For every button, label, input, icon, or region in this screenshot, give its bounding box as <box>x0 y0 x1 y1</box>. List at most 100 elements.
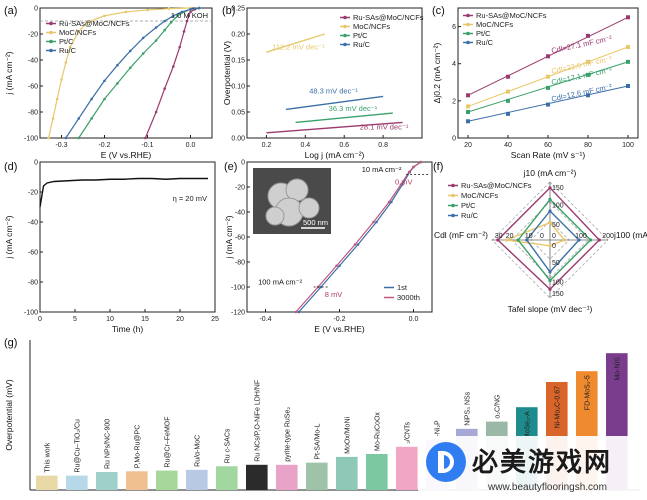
panel-e-label: (e) <box>224 161 237 173</box>
panel-c-legend-marker <box>466 40 470 45</box>
panel-e-series-1-point <box>419 160 423 164</box>
panel-a-series-1-point <box>51 117 55 120</box>
panel-c-legend-label: MoC/NCFs <box>476 20 513 29</box>
panel-b-slope-label: 28.1 mV dec⁻¹ <box>360 123 409 132</box>
panel-b-legend-marker <box>343 42 347 47</box>
panel-b-slope-label: 48.3 mV dec⁻¹ <box>309 86 358 95</box>
panel-c-legend-marker <box>466 31 470 36</box>
panel-g-bar <box>366 454 388 490</box>
panel-d-series <box>39 177 208 208</box>
panel-a-series-0 <box>144 7 200 139</box>
panel-b-legend-label: Pt/C <box>353 31 368 40</box>
panel-e-series-0-point <box>338 264 341 268</box>
panel-f-point <box>597 238 601 242</box>
panel-a-series-0-point <box>144 136 147 140</box>
panel-b-ytick-label: 0.10 <box>231 84 245 91</box>
panel-c-point <box>626 59 630 64</box>
panel-f-point <box>562 238 567 242</box>
panel-e-annotation-100: 100 mA cm⁻² <box>258 278 302 287</box>
panel-b-label: (b) <box>222 5 235 17</box>
panel-g-bar-label: This work <box>44 442 51 472</box>
panel-f-label: (f) <box>433 161 443 173</box>
panel-g-bar-label: NiPS₃ NSs <box>464 391 471 425</box>
panel-a-series-0-point <box>187 14 191 18</box>
panel-b-legend-marker <box>343 15 347 20</box>
panel-a-xtick-label: -0.1 <box>141 142 153 149</box>
panel-c-point <box>506 111 510 116</box>
panel-c-ytick-label: 2 <box>452 98 456 105</box>
panel-g-bar <box>156 470 178 490</box>
panel-f-grid <box>530 220 570 260</box>
panel-e-ytick-label: -60 <box>235 235 245 242</box>
panel-c-xtick-label: 100 <box>622 142 634 149</box>
panel-f-tick-label: 50 <box>552 260 560 267</box>
panel-a-series-2-point <box>90 117 93 120</box>
panel-b-ytick-label: 0.20 <box>231 32 245 39</box>
panel-a-series-2-point <box>116 82 119 85</box>
panel-c-xtick-label: 80 <box>584 142 592 149</box>
panel-a-frame <box>39 7 213 139</box>
panel-c-point <box>506 89 510 94</box>
panel-a-series-3-point <box>64 136 68 140</box>
panel-c-legend-label: Ru-SAs@MoC/NCFs <box>476 11 547 20</box>
panel-g-bar-label: pyrite-type RuSe₂ <box>284 407 291 462</box>
panel-b-legend-marker <box>343 24 347 29</box>
panel-g-bar-label: ₂/CNTs <box>404 422 411 444</box>
panel-a-series-3-point <box>129 49 132 53</box>
panel-d-xtick-label: 15 <box>141 316 149 323</box>
panel-c-legend-marker <box>466 22 470 27</box>
panel-a-series-2-point <box>129 66 132 70</box>
panel-g-bar-label: MoOx/MoNi <box>344 416 351 453</box>
panel-f-legend-marker <box>451 203 455 208</box>
panel-g-bar-label: Pt-SA/Mo-L <box>314 423 321 459</box>
panel-f-point <box>496 238 500 242</box>
panel-b-xtick-label: 0.6 <box>339 142 349 149</box>
panel-e-legend-label: 3000th <box>397 293 420 302</box>
panel-b-ytick-label: 0.00 <box>231 136 245 143</box>
panel-a-series-1-point <box>146 8 149 12</box>
panel-e-ytick-label: -120 <box>231 310 245 317</box>
panel-d-ytick-label: -40 <box>28 220 38 227</box>
panel-f-point <box>548 279 552 283</box>
panel-d-ylabel: j (mA cm⁻²) <box>4 215 14 259</box>
panel-b-xtick-label: 0.8 <box>378 142 388 149</box>
panel-a-series-2-point <box>163 28 166 32</box>
panel-e-series-1-point <box>407 170 411 174</box>
panel-c-legend-marker <box>466 13 470 18</box>
panel-f-tick-label: 0 <box>540 233 544 240</box>
panel-e-series-0-point <box>319 285 323 289</box>
panel-a-legend-marker <box>49 30 53 35</box>
panel-c-point <box>626 15 630 20</box>
panel-e-series-0-point <box>297 310 301 314</box>
panel-g-ylabel: Overpotential (mV) <box>4 379 14 450</box>
panel-f-tick-label: 0 <box>552 233 556 240</box>
panel-c-point <box>546 74 550 79</box>
panel-f-tick-label: 150 <box>552 185 564 192</box>
panel-a-series-2-point <box>154 39 158 42</box>
panel-f-legend-label: Pt/C <box>461 201 476 210</box>
panel-e-series-1-point <box>294 310 298 314</box>
panel-a-series-2-point <box>169 21 173 24</box>
panel-d-ytick-label: -60 <box>28 250 38 257</box>
panel-e-ytick-label: -100 <box>231 285 245 292</box>
panel-c-xlabel: Scan Rate (mV s⁻¹) <box>511 150 586 160</box>
panel-e-ytick-label: -40 <box>235 210 245 217</box>
panel-f-grid <box>511 201 589 279</box>
panel-e-xtick-label: -0.4 <box>259 316 271 323</box>
panel-g-bar <box>126 471 148 490</box>
panel-f-point <box>516 238 520 242</box>
panel-b-fit-line-2 <box>295 112 393 124</box>
panel-a-legend-marker <box>49 21 53 26</box>
panel-c-label: (c) <box>432 5 445 17</box>
panel-f-legend-marker <box>451 193 455 198</box>
panel-d-xlabel: Time (h) <box>112 324 143 334</box>
panel-a-series-0-point <box>172 65 175 68</box>
panel-g-bar <box>276 464 298 490</box>
panel-a-series-3-point <box>189 8 192 11</box>
panel-a-series-2-point <box>176 14 179 18</box>
panel-g-bar-label: P,Mo-Ru@PC <box>134 425 141 469</box>
panel-f-tick-label: 100 <box>575 233 587 240</box>
panel-f-tick-label: 50 <box>552 222 560 229</box>
panel-g-bar-label: Ru NCs/P,O-NiFe LDH/NF <box>254 380 261 462</box>
panel-b-xtick-label: 0.4 <box>300 142 310 149</box>
